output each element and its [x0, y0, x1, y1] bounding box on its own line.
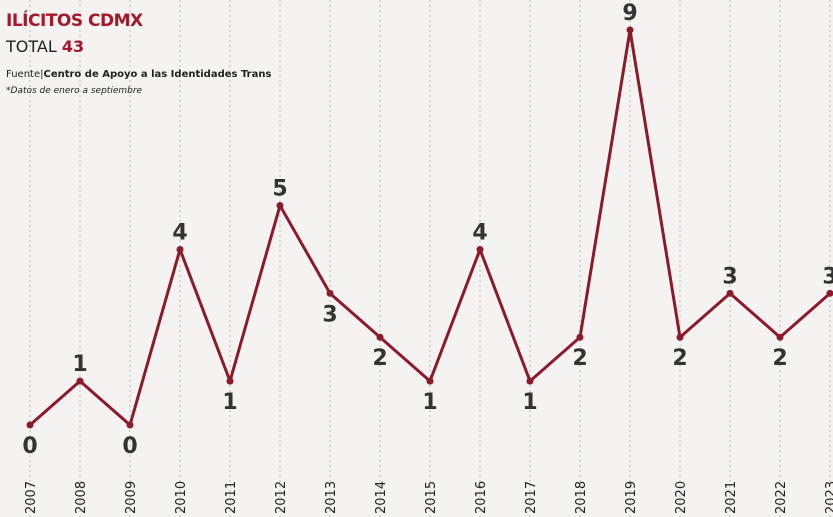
point — [26, 421, 34, 429]
data-label: 3 — [322, 302, 337, 327]
x-tick-label: 2009 — [124, 481, 139, 514]
data-label: 9 — [622, 1, 637, 26]
note: *Datos de enero a septiembre — [6, 86, 143, 96]
data-label: 1 — [422, 390, 437, 415]
x-tick-label: 2017 — [524, 481, 539, 514]
data-label: 0 — [122, 434, 137, 459]
data-label: 2 — [372, 346, 387, 371]
total-label: TOTAL — [5, 37, 57, 56]
point — [676, 333, 684, 341]
grid — [29, 0, 831, 517]
x-tick-label: 2014 — [374, 481, 389, 514]
total-value: 43 — [62, 37, 84, 56]
x-tick-label: 2012 — [274, 481, 289, 514]
point — [826, 289, 833, 297]
source-line: Fuente|Centro de Apoyo a las Identidades… — [6, 69, 271, 80]
point — [276, 202, 284, 210]
point — [376, 333, 384, 341]
x-tick-label: 2023 — [824, 481, 833, 514]
data-label: 2 — [772, 346, 787, 371]
x-tick-label: 2011 — [224, 481, 239, 514]
x-tick-label: 2021 — [724, 481, 739, 514]
x-tick-label: 2013 — [324, 481, 339, 514]
chart-title: ILÍCITOS CDMX — [6, 9, 143, 31]
point — [626, 26, 634, 34]
data-label: 0 — [22, 434, 37, 459]
x-tick-label: 2008 — [74, 481, 89, 514]
source: Centro de Apoyo a las Identidades Trans — [43, 69, 271, 80]
total-line: TOTAL 43 — [5, 37, 84, 56]
x-tick-label: 2010 — [174, 481, 189, 514]
x-tick-label: 2018 — [574, 481, 589, 514]
data-label: 1 — [72, 352, 87, 377]
point — [226, 377, 234, 385]
data-label: 4 — [472, 220, 487, 245]
data-label: 1 — [522, 390, 537, 415]
source-label: Fuente| — [6, 69, 43, 80]
x-tick-label: 2020 — [674, 481, 689, 514]
point — [326, 289, 334, 297]
point — [176, 245, 184, 253]
data-label: 2 — [572, 346, 587, 371]
data-label: 5 — [272, 177, 287, 202]
data-label: 3 — [822, 264, 833, 289]
point — [476, 245, 484, 253]
data-label: 2 — [672, 346, 687, 371]
x-tick-label: 2016 — [474, 481, 489, 514]
data-label: 4 — [172, 220, 187, 245]
point — [426, 377, 434, 385]
x-tick-label: 2007 — [24, 481, 39, 514]
point — [726, 289, 734, 297]
point — [776, 333, 784, 341]
data-label: 3 — [722, 264, 737, 289]
x-tick-label: 2015 — [424, 481, 439, 514]
point — [576, 333, 584, 341]
x-tick-label: 2022 — [774, 481, 789, 514]
data-label: 1 — [222, 390, 237, 415]
point — [126, 421, 134, 429]
x-tick-label: 2019 — [624, 481, 639, 514]
point — [526, 377, 534, 385]
point — [76, 377, 84, 385]
